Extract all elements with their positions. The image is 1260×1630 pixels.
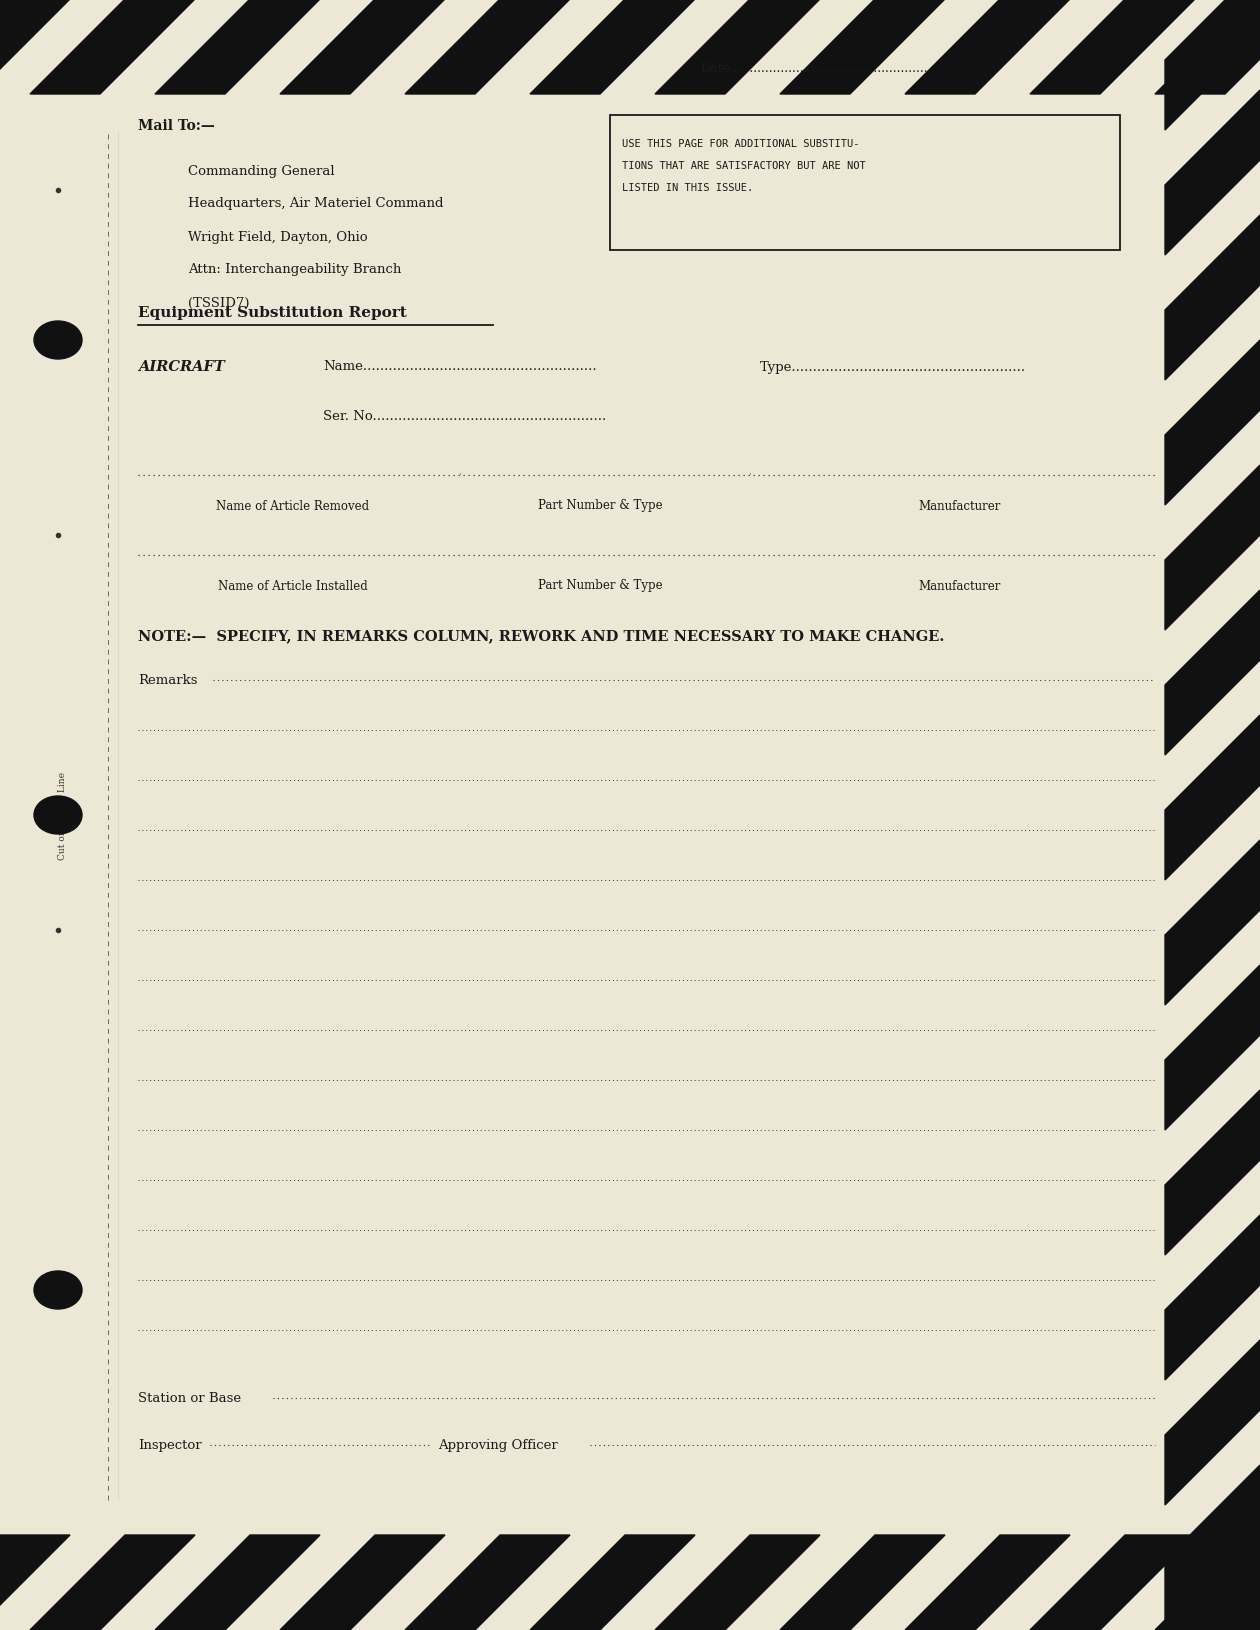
Polygon shape xyxy=(30,0,195,95)
Polygon shape xyxy=(655,0,820,95)
Polygon shape xyxy=(1166,215,1260,381)
Polygon shape xyxy=(1166,841,1260,1006)
Polygon shape xyxy=(1029,0,1194,95)
Text: Part Number & Type: Part Number & Type xyxy=(538,579,663,592)
Polygon shape xyxy=(780,1535,945,1630)
Text: LISTED IN THIS ISSUE.: LISTED IN THIS ISSUE. xyxy=(622,183,753,192)
Ellipse shape xyxy=(34,321,82,360)
Text: (TSSID7): (TSSID7) xyxy=(188,297,249,310)
Polygon shape xyxy=(404,0,570,95)
Text: Mail To:—: Mail To:— xyxy=(139,119,214,134)
Text: Date....................................................: Date....................................… xyxy=(701,62,931,75)
Polygon shape xyxy=(1166,0,1260,130)
Text: AIRCRAFT: AIRCRAFT xyxy=(139,360,224,373)
Text: USE THIS PAGE FOR ADDITIONAL SUBSTITU-: USE THIS PAGE FOR ADDITIONAL SUBSTITU- xyxy=(622,139,859,148)
Polygon shape xyxy=(1166,1340,1260,1504)
Text: NOTE:—  SPECIFY, IN REMARKS COLUMN, REWORK AND TIME NECESSARY TO MAKE CHANGE.: NOTE:— SPECIFY, IN REMARKS COLUMN, REWOR… xyxy=(139,629,945,642)
Polygon shape xyxy=(404,1535,570,1630)
Text: Station or Base: Station or Base xyxy=(139,1392,241,1405)
Text: TIONS THAT ARE SATISFACTORY BUT ARE NOT: TIONS THAT ARE SATISFACTORY BUT ARE NOT xyxy=(622,161,866,171)
Text: Type.......................................................: Type....................................… xyxy=(760,360,1026,373)
Polygon shape xyxy=(1155,1535,1260,1630)
Polygon shape xyxy=(1166,0,1260,7)
Polygon shape xyxy=(1166,965,1260,1130)
Text: Manufacturer: Manufacturer xyxy=(919,499,1002,512)
Text: Headquarters, Air Materiel Command: Headquarters, Air Materiel Command xyxy=(188,197,444,210)
Polygon shape xyxy=(1166,341,1260,505)
Polygon shape xyxy=(1155,0,1260,95)
Polygon shape xyxy=(155,0,320,95)
Polygon shape xyxy=(1166,716,1260,880)
Polygon shape xyxy=(1166,1465,1260,1630)
Polygon shape xyxy=(530,0,696,95)
Polygon shape xyxy=(905,0,1070,95)
Polygon shape xyxy=(905,1535,1070,1630)
Polygon shape xyxy=(1166,466,1260,631)
Text: Approving Officer: Approving Officer xyxy=(438,1439,558,1452)
Polygon shape xyxy=(1166,1090,1260,1255)
Polygon shape xyxy=(30,1535,195,1630)
Text: Remarks: Remarks xyxy=(139,675,198,688)
Polygon shape xyxy=(780,0,945,95)
Text: Name of Article Removed: Name of Article Removed xyxy=(217,499,369,512)
Polygon shape xyxy=(1166,1216,1260,1381)
Text: Name.......................................................: Name....................................… xyxy=(323,360,597,373)
Polygon shape xyxy=(0,0,71,95)
Text: Cut on Dotted Line: Cut on Dotted Line xyxy=(58,771,67,859)
Polygon shape xyxy=(1166,91,1260,256)
Polygon shape xyxy=(280,1535,445,1630)
Text: Manufacturer: Manufacturer xyxy=(919,579,1002,592)
Polygon shape xyxy=(280,0,445,95)
Bar xyxy=(610,116,1120,251)
Text: Inspector: Inspector xyxy=(139,1439,202,1452)
Polygon shape xyxy=(1029,1535,1194,1630)
Ellipse shape xyxy=(34,1271,82,1309)
Polygon shape xyxy=(530,1535,696,1630)
Text: Ser. No.......................................................: Ser. No.................................… xyxy=(323,411,606,424)
Text: Commanding General: Commanding General xyxy=(188,165,335,178)
Text: Attn: Interchangeability Branch: Attn: Interchangeability Branch xyxy=(188,264,402,277)
Ellipse shape xyxy=(34,797,82,835)
Polygon shape xyxy=(655,1535,820,1630)
Polygon shape xyxy=(1166,1589,1260,1630)
Text: Equipment Substitution Report: Equipment Substitution Report xyxy=(139,306,407,319)
Polygon shape xyxy=(1166,590,1260,756)
Text: Name of Article Installed: Name of Article Installed xyxy=(218,579,368,592)
Text: Part Number & Type: Part Number & Type xyxy=(538,499,663,512)
Polygon shape xyxy=(155,1535,320,1630)
Text: Wright Field, Dayton, Ohio: Wright Field, Dayton, Ohio xyxy=(188,230,368,243)
Polygon shape xyxy=(0,1535,71,1630)
